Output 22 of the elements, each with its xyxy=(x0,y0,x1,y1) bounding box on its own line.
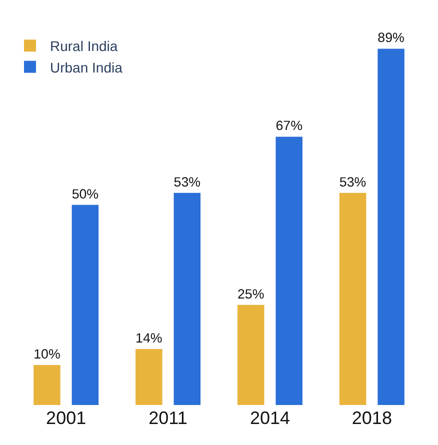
bar xyxy=(339,192,366,405)
legend-label: Rural India xyxy=(50,38,118,54)
data-label: 67% xyxy=(276,118,303,134)
bar xyxy=(237,304,264,405)
x-tick-label: 2018 xyxy=(352,408,392,428)
x-tick-label: 2011 xyxy=(148,408,188,428)
bar xyxy=(174,192,201,405)
bar xyxy=(34,364,60,405)
data-label: 10% xyxy=(34,346,60,362)
data-label: 53% xyxy=(339,174,366,190)
data-label: 25% xyxy=(237,286,264,302)
data-label: 53% xyxy=(174,174,201,190)
bar xyxy=(378,48,404,405)
legend-label: Urban India xyxy=(50,59,123,76)
bar xyxy=(276,136,302,405)
data-label: 89% xyxy=(378,30,405,46)
data-label: 14% xyxy=(136,330,162,346)
bar xyxy=(136,348,162,405)
x-tick-label: 2014 xyxy=(250,408,290,428)
x-tick-label: 2001 xyxy=(46,408,86,428)
bar xyxy=(72,204,99,405)
data-label: 50% xyxy=(72,186,99,202)
